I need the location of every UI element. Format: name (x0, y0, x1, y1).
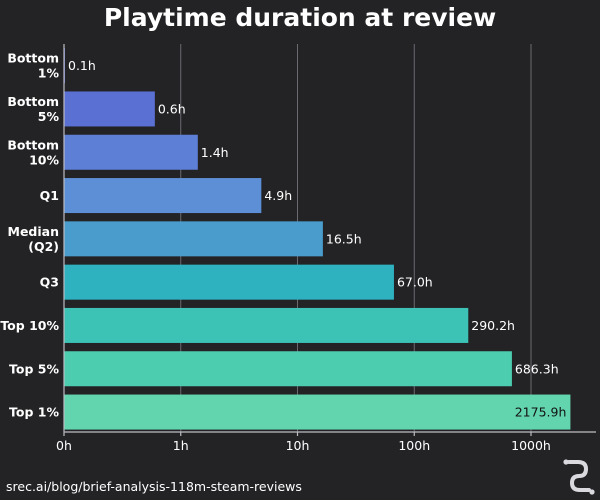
bar-value-label: 1.4h (201, 145, 229, 160)
chart-title: Playtime duration at review (104, 3, 496, 32)
x-tick-label: 0h (56, 438, 72, 453)
bar (64, 91, 155, 126)
category-label: Top 5% (9, 361, 59, 376)
bar (64, 221, 323, 256)
x-tick-label: 100h (398, 438, 430, 453)
bar-value-label: 0.6h (158, 101, 186, 116)
bar-value-label: 0.1h (68, 58, 96, 73)
category-label: Q1 (40, 188, 59, 203)
srec-logo-icon (563, 459, 594, 494)
category-label: Bottom 5% (7, 94, 59, 124)
bar (64, 308, 468, 343)
x-tick-label: 10h (286, 438, 310, 453)
bar-value-label: 290.2h (471, 318, 515, 333)
category-label: Q3 (40, 275, 59, 290)
bar (64, 395, 570, 430)
bar (64, 135, 198, 170)
bar (64, 265, 394, 300)
category-label: Median (Q2) (8, 224, 59, 254)
category-labels: Bottom 1% Bottom 5% Bottom 10% Q1 Median (Q2) Q3 T… (0, 51, 59, 420)
bars: 0.1h 0.6h 1.4h 4.9h 16.5h 67.0h 290.2h 686.3h 21… (64, 48, 570, 429)
category-label: Bottom 1% (7, 51, 59, 81)
bar (64, 351, 512, 386)
source-text: srec.ai/blog/brief-analysis-118m-steam-r… (6, 479, 302, 494)
x-tick-label: 1h (173, 438, 189, 453)
bar-value-label: 686.3h (515, 361, 559, 376)
category-label: Top 1% (9, 405, 59, 420)
bar-value-label: 16.5h (326, 231, 362, 246)
bar-value-label: 4.9h (264, 188, 292, 203)
category-label: Bottom 10% (7, 137, 59, 167)
bar-value-label: 67.0h (397, 275, 433, 290)
bar-value-label: 2175.9h (515, 405, 567, 420)
x-tick-label: 1000h (511, 438, 551, 453)
bar (64, 178, 261, 213)
category-label: Top 10% (0, 318, 59, 333)
